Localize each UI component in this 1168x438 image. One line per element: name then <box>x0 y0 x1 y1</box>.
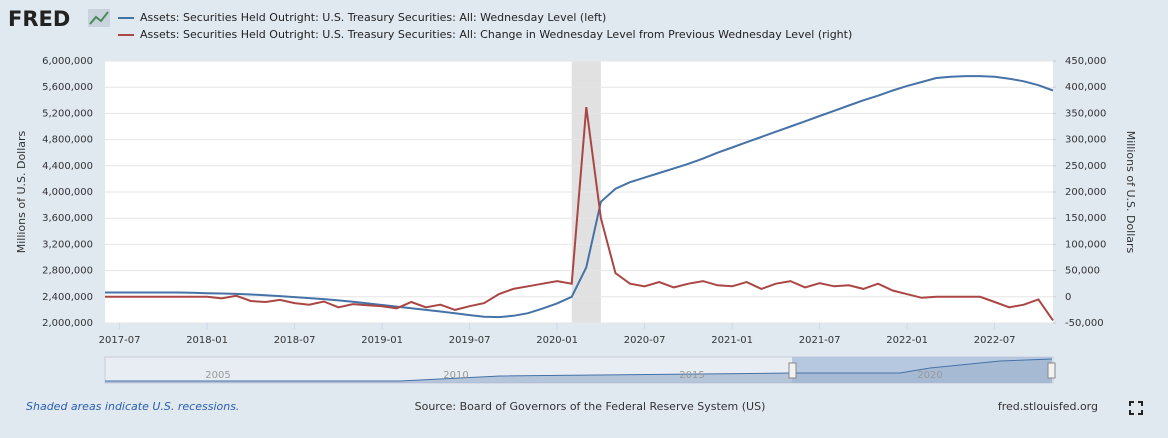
y2-tick-label: 150,000 <box>1065 213 1106 224</box>
legend-label: Assets: Securities Held Outright: U.S. T… <box>140 28 852 41</box>
y-tick-label: 2,800,000 <box>42 266 93 277</box>
recession-note: Shaded areas indicate U.S. recessions. <box>26 400 239 413</box>
navigator-label: 2010 <box>443 370 468 381</box>
x-tick-label: 2021-01 <box>711 335 753 346</box>
y2-tick-label: 400,000 <box>1065 82 1106 93</box>
x-tick-label: 2022-01 <box>886 335 928 346</box>
y-tick-label: 3,600,000 <box>42 213 93 224</box>
series-line <box>105 75 1054 319</box>
x-tick-label: 2022-07 <box>974 335 1016 346</box>
source: Source: Board of Governors of the Federa… <box>415 400 766 413</box>
y2-tick-label: 100,000 <box>1065 239 1106 250</box>
x-tick-label: 2020-01 <box>536 335 578 346</box>
x-tick-label: 2018-07 <box>274 335 316 346</box>
y-tick-label: 6,000,000 <box>42 56 93 67</box>
y-tick-label: 2,400,000 <box>42 292 93 303</box>
y-tick-label: 4,800,000 <box>42 135 93 146</box>
y2-tick-label: 50,000 <box>1065 266 1100 277</box>
y2-tick-label: 450,000 <box>1065 56 1106 67</box>
y-axis-title: Millions of U.S. Dollars <box>15 130 28 253</box>
y-tick-label: 4,000,000 <box>42 187 93 198</box>
y2-tick-label: 300,000 <box>1065 135 1106 146</box>
x-tick-label: 2020-07 <box>624 335 666 346</box>
y2-axis-title: Millions of U.S. Dollars <box>1124 131 1137 254</box>
logo-icon <box>88 9 110 27</box>
y2-tick-label: 250,000 <box>1065 161 1106 172</box>
fullscreen-icon[interactable] <box>1129 401 1143 415</box>
navigator-label: 2020 <box>917 370 942 381</box>
navigator <box>104 356 1056 384</box>
y-tick-label: 4,400,000 <box>42 161 93 172</box>
y2-tick-label: 0 <box>1065 292 1071 303</box>
y-tick-label: 5,600,000 <box>42 82 93 93</box>
y2-tick-label: 350,000 <box>1065 108 1106 119</box>
navigator-label: 2005 <box>205 370 230 381</box>
x-tick-label: 2019-07 <box>449 335 491 346</box>
y-tick-label: 3,200,000 <box>42 239 93 250</box>
x-tick-label: 2021-07 <box>799 335 841 346</box>
y-tick-label: 2,000,000 <box>42 318 93 329</box>
x-tick-label: 2019-01 <box>361 335 403 346</box>
x-tick-label: 2018-01 <box>186 335 228 346</box>
y2-tick-label: 200,000 <box>1065 187 1106 198</box>
legend-label: Assets: Securities Held Outright: U.S. T… <box>140 11 606 24</box>
y2-tick-label: -50,000 <box>1065 318 1104 329</box>
x-tick-label: 2017-07 <box>99 335 141 346</box>
site: fred.stlouisfed.org <box>998 400 1098 413</box>
logo: FRED <box>8 7 70 31</box>
navigator-label: 2015 <box>679 370 704 381</box>
series-line <box>105 106 1054 321</box>
y-tick-label: 5,200,000 <box>42 108 93 119</box>
